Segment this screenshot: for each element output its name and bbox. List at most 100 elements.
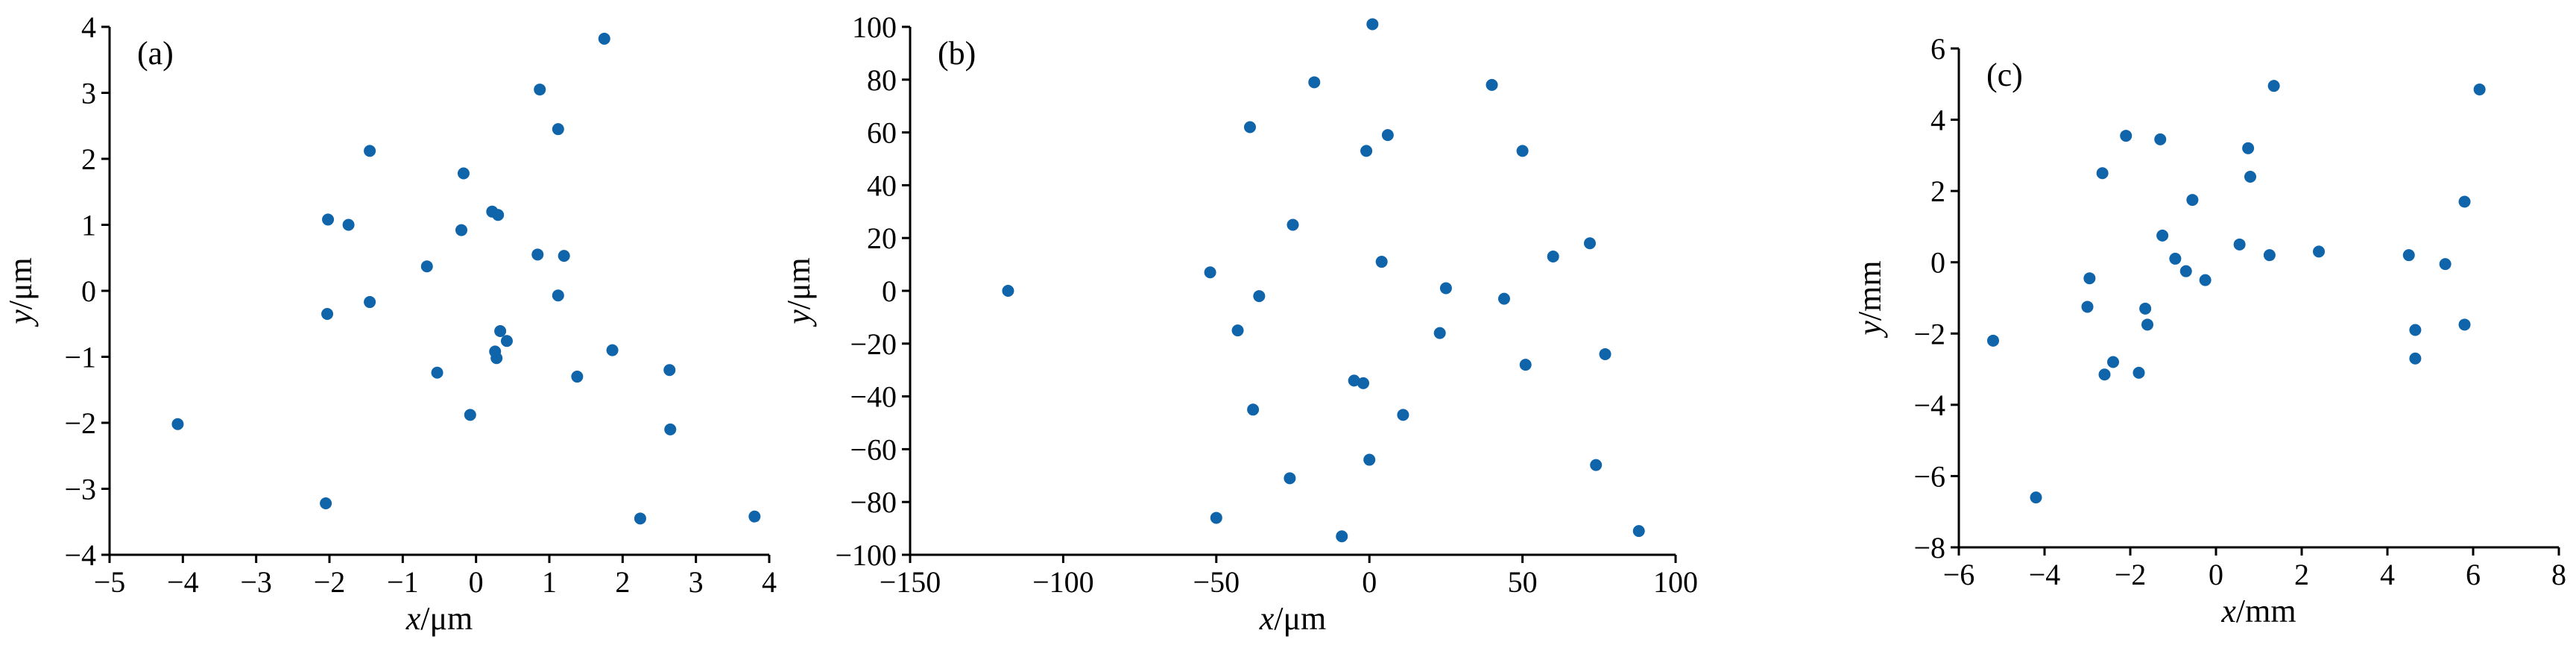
data-point: [2458, 318, 2471, 331]
data-point: [2030, 491, 2042, 504]
data-point: [1348, 374, 1360, 387]
y-tick-label: −60: [850, 432, 897, 466]
data-point: [606, 344, 619, 356]
x-axis-label-var: x: [1259, 600, 1275, 637]
x-tick-label: 6: [2466, 558, 2481, 591]
data-point: [1363, 453, 1376, 466]
y-tick-label: 4: [81, 10, 96, 44]
data-point: [2120, 130, 2133, 142]
data-point: [364, 145, 376, 157]
data-point: [1375, 256, 1388, 268]
data-point: [2107, 356, 2119, 368]
y-axis-label-var: y: [780, 309, 817, 327]
x-axis-label-unit: /μm: [1274, 600, 1326, 637]
data-point: [500, 335, 513, 347]
data-point: [2409, 352, 2422, 365]
data-point: [1210, 512, 1222, 524]
x-tick-label: −5: [94, 565, 126, 599]
y-axis-label-var: y: [1852, 321, 1888, 339]
data-point: [634, 512, 646, 525]
x-tick-label: 2: [615, 565, 630, 599]
panel-tag: (b): [938, 35, 976, 72]
data-point: [420, 260, 433, 273]
data-point: [2439, 258, 2452, 271]
data-point: [2154, 133, 2167, 145]
y-tick-label: −100: [835, 538, 897, 572]
data-point: [171, 418, 184, 430]
data-point: [342, 218, 355, 231]
y-tick-label: 4: [1931, 104, 1945, 137]
data-point: [598, 32, 610, 45]
y-tick-label: −80: [850, 485, 897, 519]
y-tick-label: 20: [867, 221, 897, 255]
data-point: [1357, 377, 1369, 389]
x-tick-label: 1: [542, 565, 557, 599]
data-point: [2081, 301, 2094, 313]
x-axis-label-unit: /mm: [2236, 593, 2296, 629]
data-point: [2199, 274, 2212, 286]
data-point: [552, 123, 564, 136]
y-tick-label: −20: [850, 327, 897, 361]
x-tick-label: 0: [469, 565, 484, 599]
data-point: [1519, 359, 1532, 371]
data-point: [1497, 292, 1510, 305]
data-point: [748, 510, 761, 523]
data-point: [1583, 237, 1596, 250]
x-tick-label: −2: [2115, 558, 2147, 591]
y-tick-label: 100: [852, 10, 897, 44]
y-tick-label: 0: [81, 274, 96, 308]
data-point: [2169, 252, 2182, 265]
x-tick-label: −6: [1943, 558, 1975, 591]
y-tick-label: −2: [1913, 317, 1945, 350]
data-point: [492, 209, 505, 221]
data-point: [321, 307, 334, 320]
y-tick-label: 2: [1931, 174, 1945, 208]
data-point: [1204, 266, 1216, 279]
data-point: [1002, 285, 1014, 297]
data-point: [2083, 272, 2096, 285]
y-axis-label-unit: /μm: [780, 257, 817, 309]
x-tick-label: 100: [1653, 565, 1698, 599]
data-point: [1516, 145, 1529, 157]
y-tick-label: 40: [867, 169, 897, 202]
data-point: [1247, 403, 1260, 416]
data-point: [431, 366, 443, 379]
y-tick-label: 0: [882, 274, 897, 308]
y-tick-label: 3: [81, 77, 96, 110]
y-axis-label-unit: /mm: [1852, 260, 1888, 321]
x-tick-label: 4: [2380, 558, 2395, 591]
data-point: [1287, 218, 1299, 231]
data-point: [464, 409, 476, 421]
x-tick-label: −4: [2029, 558, 2061, 591]
data-point: [571, 371, 584, 383]
y-tick-label: −4: [1913, 389, 1945, 422]
data-point: [490, 352, 503, 365]
data-point: [457, 167, 470, 180]
data-point: [1231, 324, 1244, 337]
data-point: [1308, 76, 1321, 89]
x-axis-label: x/μm: [405, 600, 473, 637]
data-point: [1599, 347, 1611, 360]
x-axis-label: x/mm: [2220, 593, 2296, 629]
data-point: [322, 213, 335, 226]
x-tick-label: −150: [880, 565, 941, 599]
y-tick-label: 2: [81, 142, 96, 176]
data-point: [1360, 145, 1373, 157]
data-point: [2409, 324, 2422, 336]
data-point: [2098, 368, 2111, 381]
data-point: [558, 250, 570, 262]
data-point: [1632, 525, 1645, 538]
data-point: [1590, 459, 1603, 471]
y-tick-label: −3: [64, 473, 96, 506]
x-tick-label: −3: [240, 565, 272, 599]
data-point: [552, 289, 564, 302]
data-point: [2313, 245, 2325, 258]
data-point: [2263, 249, 2276, 262]
x-tick-label: 8: [2551, 558, 2566, 591]
panel-tag: (c): [1986, 57, 2023, 93]
chart-panel-2: −150 −100 −50 0 50 100−100−80−60−40−200204060…: [780, 10, 1698, 637]
data-point: [1253, 290, 1266, 303]
